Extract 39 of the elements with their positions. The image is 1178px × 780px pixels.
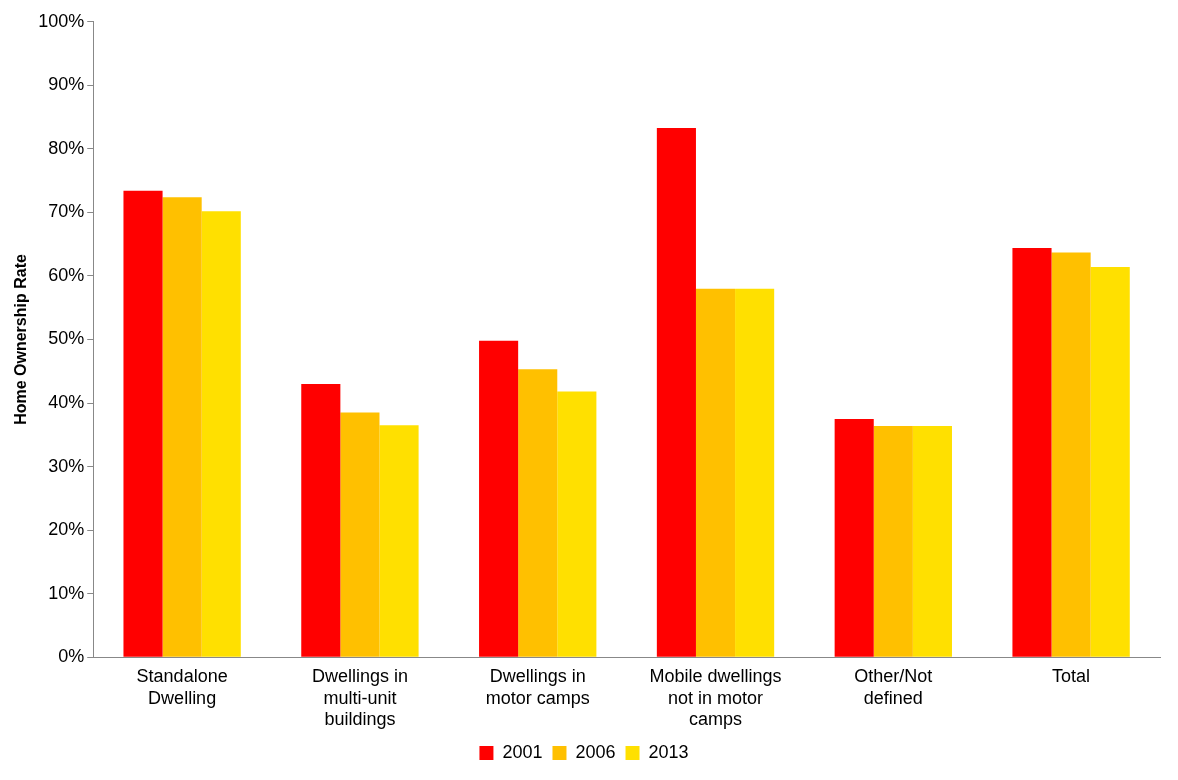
- x-tick-label: Other/Not defined: [854, 665, 933, 708]
- bar: [912, 425, 952, 657]
- bar: [123, 190, 163, 657]
- bar: [1090, 267, 1130, 657]
- bar: [873, 425, 913, 657]
- bar: [557, 391, 597, 657]
- y-tick-label: 100%: [38, 10, 85, 31]
- bar: [695, 288, 736, 657]
- bar: [1012, 248, 1052, 657]
- x-tick-label: Mobile dwellings not in motor camps: [649, 665, 782, 730]
- bar: [834, 418, 874, 657]
- y-tick-label: 40%: [48, 392, 85, 413]
- bar: [340, 412, 380, 657]
- legend-label: 2006: [575, 741, 616, 762]
- y-axis-title: Home Ownership Rate: [12, 254, 30, 425]
- bar: [735, 288, 775, 657]
- y-tick-label: 20%: [48, 519, 85, 540]
- y-tick-label: 0%: [58, 646, 85, 667]
- x-tick-label: Dwellings in multi-unit buildings: [311, 665, 408, 730]
- bar: [656, 127, 696, 657]
- x-tick-label: Standalone Dwelling: [136, 665, 228, 708]
- x-tick-label: Total: [1052, 665, 1091, 686]
- y-tick-label: 90%: [48, 74, 85, 95]
- bar: [162, 197, 202, 657]
- y-tick-label: 50%: [48, 328, 85, 349]
- x-tick-label: Dwellings in motor camps: [485, 665, 590, 708]
- legend-label: 2001: [502, 741, 543, 762]
- y-tick-label: 10%: [48, 582, 85, 603]
- bar: [379, 425, 419, 657]
- y-tick-label: 30%: [48, 455, 85, 476]
- bar: [201, 211, 241, 657]
- bar: [1051, 252, 1091, 657]
- bar: [301, 383, 341, 657]
- y-tick-label: 70%: [48, 201, 85, 222]
- legend-label: 2013: [648, 741, 689, 762]
- y-tick-label: 80%: [48, 137, 85, 158]
- bar: [518, 369, 558, 657]
- bar: [479, 340, 519, 657]
- y-tick-label: 60%: [48, 264, 85, 285]
